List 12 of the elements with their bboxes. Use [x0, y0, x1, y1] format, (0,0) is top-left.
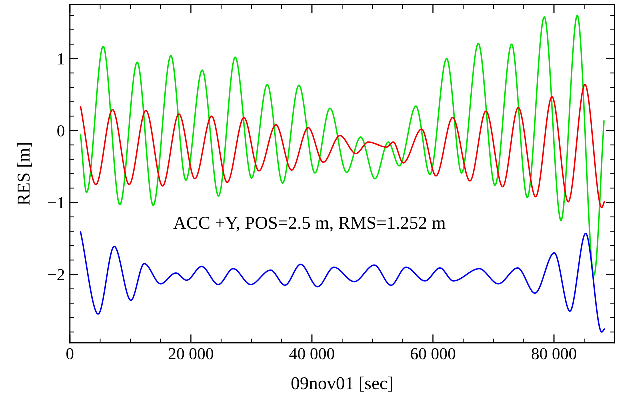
- x-tick-label: 60 000: [410, 348, 456, 360]
- y-tick-label: −2: [48, 269, 64, 280]
- x-tick-label: 80 000: [532, 348, 576, 360]
- annotation: ACC +Y, POS=2.5 m, RMS=1.252 m: [174, 217, 446, 232]
- x-axis-title: 09nov01 [sec]: [292, 376, 392, 392]
- y-tick-label: 0: [58, 125, 65, 137]
- x-tick-label: 20 000: [168, 348, 214, 360]
- x-tick-label: 40 000: [290, 348, 334, 360]
- y-tick-label: 1: [58, 54, 64, 65]
- y-tick-label: −1: [48, 198, 64, 209]
- y-axis-title: RES [m]: [17, 143, 32, 206]
- x-tick-label: 0: [66, 348, 74, 360]
